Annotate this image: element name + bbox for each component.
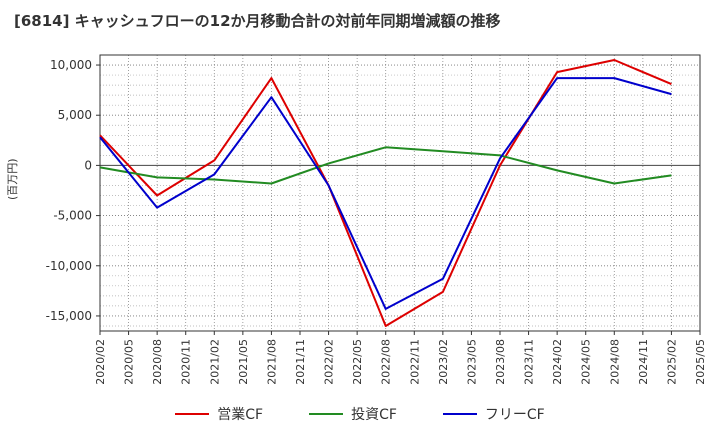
series-line-operating-cf <box>99 59 672 327</box>
y-tick-label: 10,000 <box>50 58 92 72</box>
y-tick-label: 5,000 <box>58 108 92 122</box>
x-tick-label: 2022/05 <box>351 339 364 385</box>
y-tick-label: 0 <box>84 158 92 172</box>
x-tick-label: 2024/02 <box>551 339 564 385</box>
y-tick-label: -5,000 <box>53 209 92 223</box>
x-tick-label: 2021/05 <box>237 339 250 385</box>
x-tick-label: 2023/08 <box>494 339 507 385</box>
x-tick-label: 2022/02 <box>323 339 336 385</box>
legend-swatch-free-cf <box>442 413 477 415</box>
y-tick-label: -10,000 <box>46 259 92 273</box>
series-line-free-cf <box>99 77 672 310</box>
x-tick-label: 2023/02 <box>437 339 450 385</box>
x-tick-label: 2025/02 <box>665 339 678 385</box>
legend-label-free-cf: フリーCF <box>484 407 545 423</box>
x-tick-label: 2021/11 <box>294 339 307 385</box>
x-tick-label: 2024/08 <box>608 339 621 385</box>
plot-frame <box>99 54 701 332</box>
x-tick-label: 2024/11 <box>637 339 650 385</box>
x-tick-label: 2020/05 <box>123 339 136 385</box>
legend-label-investing-cf: 投資CF <box>351 407 397 423</box>
x-tick-label: 2025/05 <box>694 339 707 385</box>
x-tick-label: 2020/02 <box>94 339 107 385</box>
legend-label-operating-cf: 営業CF <box>217 407 264 423</box>
y-tick-label: -15,000 <box>46 309 92 323</box>
x-tick-label: 2022/08 <box>380 339 393 385</box>
x-tick-label: 2023/05 <box>465 339 478 385</box>
plot-area <box>100 55 700 331</box>
x-tick-label: 2021/08 <box>265 339 278 385</box>
legend-swatch-investing-cf <box>309 413 344 415</box>
chart-title: [6814] キャッシュフローの12か月移動合計の対前年同期増減額の推移 <box>14 12 501 30</box>
x-tick-label: 2024/05 <box>580 339 593 385</box>
legend-item-operating-cf: 営業CF <box>175 404 263 424</box>
series-line-investing-cf <box>99 146 672 185</box>
legend-item-free-cf: フリーCF <box>442 404 545 424</box>
x-tick-label: 2020/11 <box>180 339 193 385</box>
x-tick-label: 2020/08 <box>151 339 164 385</box>
legend-swatch-operating-cf <box>175 413 210 415</box>
x-tick-label: 2022/11 <box>408 339 421 385</box>
legend: 営業CF 投資CF フリーCF <box>0 404 720 424</box>
x-tick-label: 2023/11 <box>523 339 536 385</box>
legend-item-investing-cf: 投資CF <box>309 404 397 424</box>
x-tick-label: 2021/02 <box>208 339 221 385</box>
